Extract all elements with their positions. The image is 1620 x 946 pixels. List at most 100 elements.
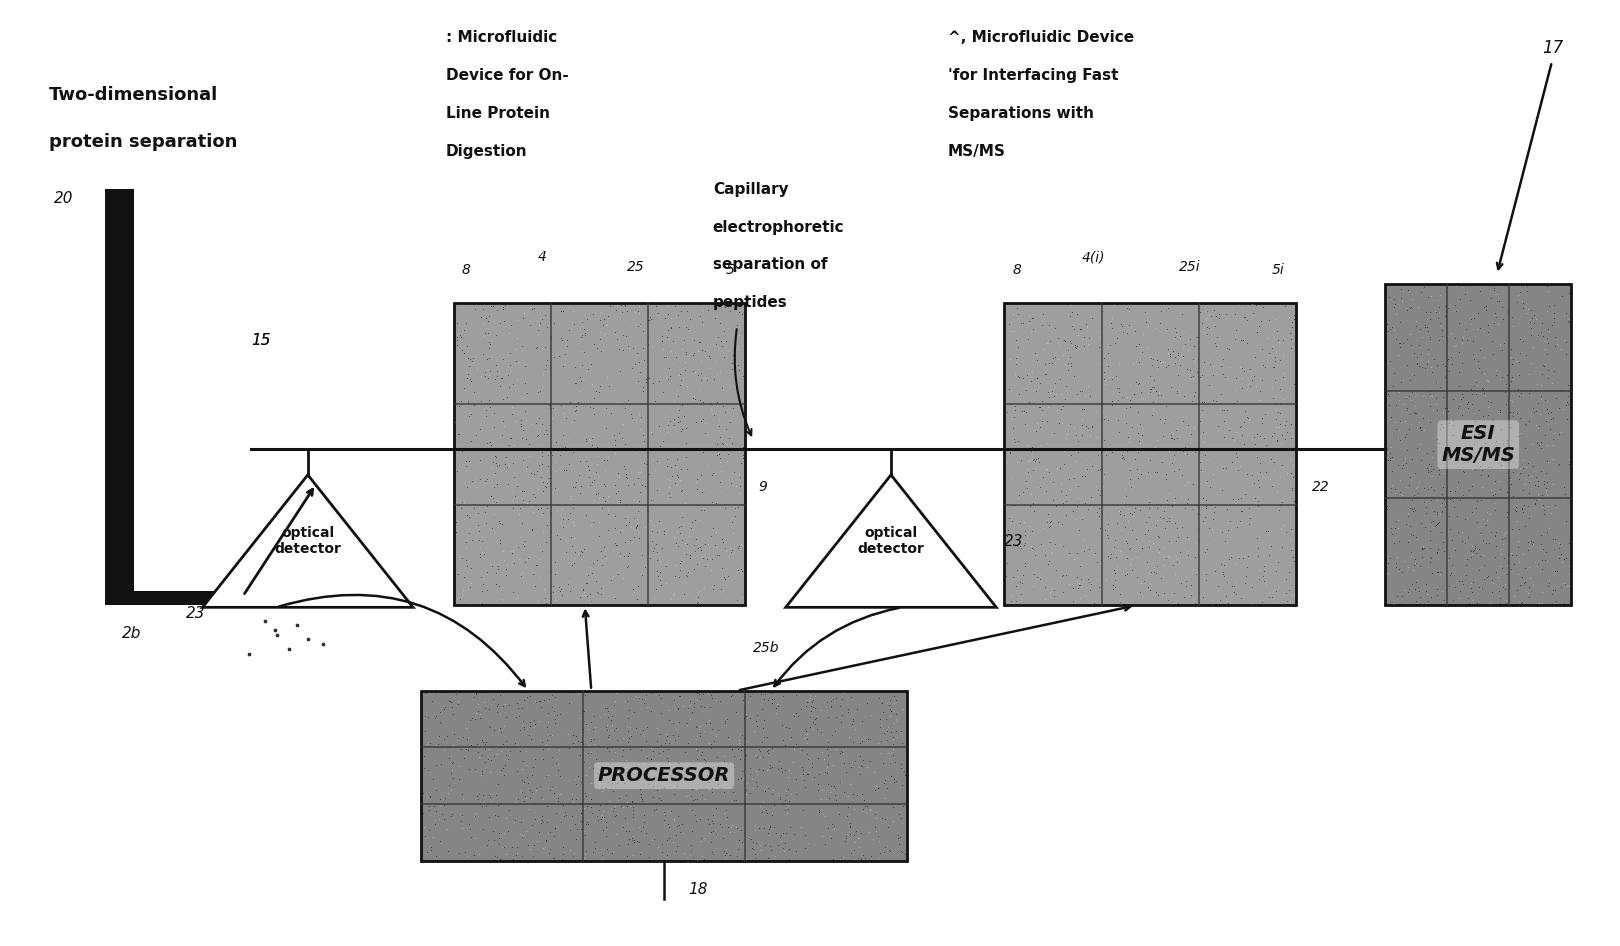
Point bbox=[880, 741, 906, 756]
Point bbox=[855, 738, 881, 753]
Point bbox=[867, 845, 893, 860]
Point bbox=[423, 686, 449, 701]
Point bbox=[688, 747, 714, 762]
Point bbox=[1408, 285, 1434, 300]
Point bbox=[491, 840, 517, 855]
Point bbox=[526, 713, 552, 728]
Point bbox=[818, 779, 844, 794]
Point bbox=[1434, 304, 1460, 319]
Point bbox=[1508, 331, 1534, 346]
Point bbox=[1247, 313, 1273, 328]
Point bbox=[1118, 399, 1144, 414]
Point bbox=[458, 737, 484, 752]
Point bbox=[598, 762, 624, 777]
Point bbox=[1074, 319, 1100, 334]
Point bbox=[1056, 416, 1082, 431]
Point bbox=[561, 444, 586, 459]
Point bbox=[656, 742, 682, 757]
Point bbox=[1045, 402, 1071, 417]
Point bbox=[1270, 333, 1296, 348]
Point bbox=[1124, 443, 1150, 458]
Point bbox=[588, 305, 614, 320]
Point bbox=[1045, 352, 1071, 367]
Point bbox=[713, 841, 739, 856]
Point bbox=[663, 843, 688, 858]
Point bbox=[504, 479, 530, 494]
Point bbox=[1393, 455, 1419, 470]
Point bbox=[483, 787, 509, 802]
Point bbox=[721, 779, 747, 794]
Point bbox=[624, 517, 650, 533]
Point bbox=[703, 310, 729, 325]
Point bbox=[1520, 340, 1545, 355]
Point bbox=[415, 762, 441, 778]
Point bbox=[633, 502, 659, 517]
Point bbox=[583, 770, 609, 785]
Point bbox=[467, 797, 492, 812]
Point bbox=[841, 734, 867, 749]
Point bbox=[645, 552, 671, 567]
Point bbox=[504, 763, 530, 779]
Point bbox=[586, 385, 612, 400]
Point bbox=[703, 525, 729, 540]
Point bbox=[1474, 513, 1500, 528]
Point bbox=[753, 744, 779, 759]
Point bbox=[1056, 472, 1082, 487]
Point bbox=[865, 780, 891, 796]
Point bbox=[548, 331, 573, 346]
Point bbox=[1382, 521, 1408, 536]
Point bbox=[530, 792, 556, 807]
Point bbox=[1533, 341, 1558, 356]
Point bbox=[562, 816, 588, 832]
Point bbox=[839, 786, 865, 801]
Point bbox=[1268, 540, 1294, 555]
Point bbox=[1102, 562, 1128, 577]
Point bbox=[548, 397, 573, 412]
Point bbox=[807, 802, 833, 817]
Point bbox=[643, 801, 669, 816]
Point bbox=[1019, 440, 1045, 455]
Point bbox=[1184, 566, 1210, 581]
Point bbox=[1105, 297, 1131, 312]
Point bbox=[676, 564, 701, 579]
Point bbox=[1518, 570, 1544, 586]
Point bbox=[713, 713, 739, 728]
Point bbox=[1021, 578, 1047, 593]
Point bbox=[998, 440, 1024, 455]
Point bbox=[836, 755, 862, 770]
Point bbox=[1388, 460, 1414, 475]
Point bbox=[426, 833, 452, 849]
Point bbox=[1105, 392, 1131, 407]
Point bbox=[1379, 527, 1405, 542]
Point bbox=[1557, 286, 1583, 301]
Point bbox=[599, 703, 625, 718]
Point bbox=[598, 756, 624, 771]
Point bbox=[1238, 378, 1264, 394]
Point bbox=[1037, 356, 1063, 371]
Point bbox=[609, 327, 635, 342]
Point bbox=[757, 838, 782, 853]
Point bbox=[1469, 462, 1495, 477]
Point bbox=[1139, 564, 1165, 579]
Point bbox=[1439, 566, 1464, 581]
Point bbox=[742, 822, 768, 837]
Point bbox=[1405, 485, 1430, 500]
Point bbox=[795, 751, 821, 766]
Point bbox=[1110, 447, 1136, 463]
Point bbox=[455, 730, 481, 745]
Point bbox=[1011, 535, 1037, 551]
Point bbox=[726, 540, 752, 555]
Point bbox=[706, 363, 732, 378]
Point bbox=[1557, 451, 1583, 466]
Point bbox=[502, 488, 528, 503]
Point bbox=[1016, 308, 1042, 324]
Point bbox=[656, 831, 682, 846]
Point bbox=[778, 786, 804, 801]
Point bbox=[1421, 352, 1447, 367]
Point bbox=[684, 742, 710, 757]
Point bbox=[1144, 566, 1170, 581]
Point bbox=[666, 367, 692, 382]
Point bbox=[492, 847, 518, 862]
Point bbox=[586, 515, 612, 530]
Point bbox=[786, 709, 812, 724]
